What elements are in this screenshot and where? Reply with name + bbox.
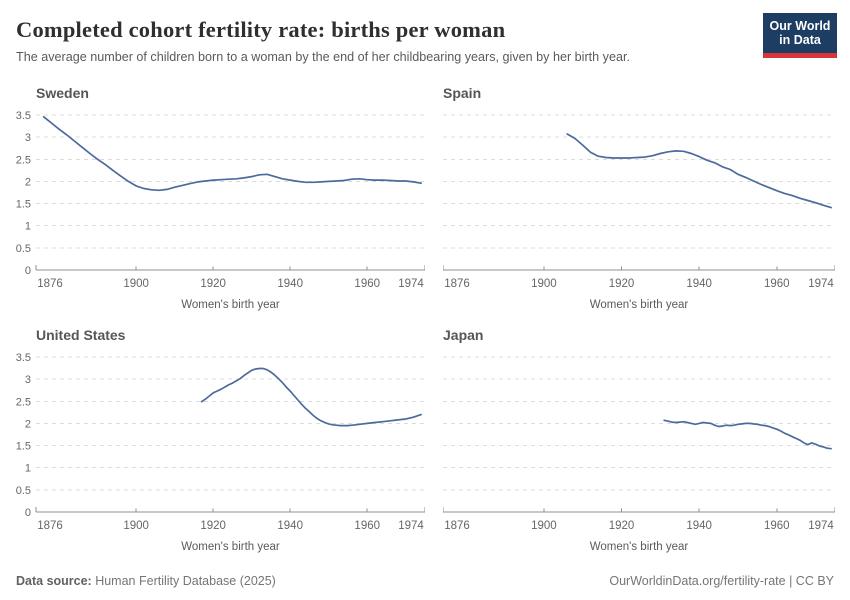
- license-note: OurWorldinData.org/fertility-rate | CC B…: [609, 574, 834, 588]
- svg-text:1920: 1920: [609, 520, 635, 532]
- svg-text:2: 2: [25, 176, 31, 188]
- charts-grid: Sweden 0 0.5 1 1.5 2 2.5 3 3.5 1876 1900 1920 1940 1…: [16, 84, 835, 557]
- svg-text:1960: 1960: [764, 520, 790, 532]
- svg-text:1900: 1900: [531, 520, 557, 532]
- svg-text:1920: 1920: [609, 278, 635, 290]
- svg-text:Women's birth year: Women's birth year: [590, 541, 689, 553]
- svg-text:1940: 1940: [277, 278, 303, 290]
- svg-text:Women's birth year: Women's birth year: [181, 299, 280, 311]
- svg-text:1920: 1920: [200, 520, 226, 532]
- svg-text:0.5: 0.5: [16, 485, 31, 497]
- chart-panel-spain: Spain 1876 1900 1920 1940 1960 1974 Women's bi…: [443, 84, 835, 315]
- svg-text:2.5: 2.5: [16, 396, 31, 408]
- svg-text:1900: 1900: [123, 520, 149, 532]
- chart-panel-united-states: United States 0 0.5 1 1.5 2 2.5 3 3.5 1876 1900 19…: [16, 326, 425, 557]
- svg-text:1.5: 1.5: [16, 198, 31, 210]
- panel-title-japan: Japan: [443, 326, 484, 343]
- line-chart-united-states: 0 0.5 1 1.5 2 2.5 3 3.5 1876 1900 1920 1940 1960 1974…: [16, 352, 425, 553]
- panel-title-united-states: United States: [36, 326, 126, 343]
- chart-header: Completed cohort fertility rate: births …: [16, 13, 837, 66]
- svg-text:1876: 1876: [37, 278, 63, 290]
- svg-text:1: 1: [25, 462, 31, 474]
- svg-text:3: 3: [25, 374, 31, 386]
- svg-text:1900: 1900: [531, 278, 557, 290]
- data-source-value: Human Fertility Database (2025): [91, 574, 276, 588]
- svg-text:1960: 1960: [354, 278, 380, 290]
- page-title: Completed cohort fertility rate: births …: [16, 17, 506, 42]
- line-chart-sweden: 0 0.5 1 1.5 2 2.5 3 3.5 1876 1900 1920 1940 1960 1974…: [16, 110, 425, 311]
- data-source-note: Data source: Human Fertility Database (2…: [16, 574, 276, 588]
- svg-text:1974: 1974: [398, 278, 424, 290]
- owid-url: OurWorldinData.org/fertility-rate: [609, 574, 786, 588]
- svg-text:0: 0: [25, 265, 31, 277]
- chart-footer: Data source: Human Fertility Database (2…: [16, 574, 834, 588]
- svg-text:1876: 1876: [444, 520, 470, 532]
- svg-text:1960: 1960: [764, 278, 790, 290]
- svg-text:Women's birth year: Women's birth year: [181, 541, 280, 553]
- svg-text:1940: 1940: [277, 520, 303, 532]
- svg-text:1974: 1974: [808, 520, 834, 532]
- svg-text:1940: 1940: [686, 278, 712, 290]
- svg-text:1940: 1940: [686, 520, 712, 532]
- line-chart-japan: 1876 1900 1920 1940 1960 1974 Women's birth ye…: [443, 356, 835, 553]
- owid-logo-line2: in Data: [779, 33, 821, 48]
- svg-text:3.5: 3.5: [16, 110, 31, 122]
- chart-panel-sweden: Sweden 0 0.5 1 1.5 2 2.5 3 3.5 1876 1900 1920 1940 1…: [16, 84, 425, 315]
- license-label: CC BY: [795, 574, 834, 588]
- svg-text:1900: 1900: [123, 278, 149, 290]
- svg-text:2: 2: [25, 418, 31, 430]
- chart-panel-japan: Japan 1876 1900 1920 1940 1960 1974 Women's bi…: [443, 326, 835, 557]
- svg-text:0.5: 0.5: [16, 243, 31, 255]
- panel-title-spain: Spain: [443, 84, 482, 101]
- owid-logo: Our World in Data: [763, 13, 837, 58]
- svg-text:3: 3: [25, 132, 31, 144]
- svg-text:1974: 1974: [808, 278, 834, 290]
- panel-title-sweden: Sweden: [36, 84, 89, 101]
- svg-text:1974: 1974: [398, 520, 424, 532]
- license-separator: |: [785, 574, 796, 588]
- svg-text:1960: 1960: [354, 520, 380, 532]
- svg-text:2.5: 2.5: [16, 154, 31, 166]
- svg-text:0: 0: [25, 507, 31, 519]
- svg-text:1920: 1920: [200, 278, 226, 290]
- svg-text:1: 1: [25, 220, 31, 232]
- svg-text:3.5: 3.5: [16, 352, 31, 364]
- page-subtitle: The average number of children born to a…: [16, 50, 630, 64]
- data-source-label: Data source:: [16, 574, 92, 588]
- svg-text:1876: 1876: [444, 278, 470, 290]
- line-chart-spain: 1876 1900 1920 1940 1960 1974 Women's birth ye…: [443, 114, 835, 311]
- svg-text:1.5: 1.5: [16, 440, 31, 452]
- svg-text:Women's birth year: Women's birth year: [590, 299, 689, 311]
- owid-logo-line1: Our World: [769, 19, 831, 33]
- svg-text:1876: 1876: [37, 520, 63, 532]
